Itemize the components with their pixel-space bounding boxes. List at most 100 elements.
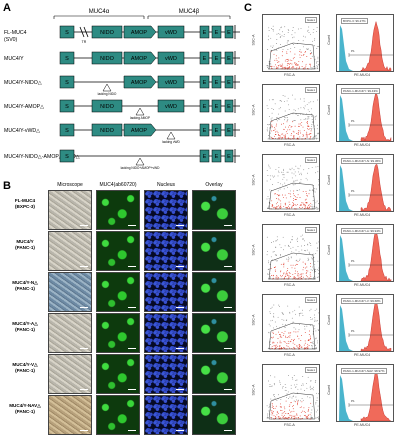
construct-0-e3-label: E bbox=[227, 30, 231, 36]
construct-4-name: MUC4/Y-vWD△ bbox=[4, 128, 40, 134]
gate-label: Gate1 bbox=[304, 17, 317, 23]
if-row-label-line2: (PANC-1) bbox=[15, 286, 35, 291]
construct-0-tr-label: TR bbox=[82, 40, 87, 44]
if-row-label: FL-MUC4 (BXPC-3) bbox=[4, 198, 46, 210]
muc4-beta-header: MUC4β bbox=[179, 9, 200, 15]
construct-1-e1-label: E bbox=[203, 56, 207, 62]
scatter-x-label: FSC-A bbox=[284, 423, 295, 427]
construct-5-deletion-note: lacking NIDO+AMOP+vWD bbox=[121, 166, 160, 170]
construct-3-deletion-note: lacking AMOP bbox=[130, 116, 150, 120]
construct-3-e1-box bbox=[199, 99, 210, 113]
construct-5-name: MUC4/Y-NIDO△-AMOP△-vWD△ bbox=[4, 154, 80, 160]
scatter-y-label: SSC-A bbox=[251, 384, 256, 396]
sample-histogram bbox=[360, 164, 392, 211]
scale-bar bbox=[80, 266, 88, 267]
histogram-x-label: PE-MUC4 bbox=[354, 353, 371, 357]
pe-muc4-histogram: PANC-1-MUC4/Y: 99.43% P1 bbox=[336, 84, 394, 142]
construct-2-amop-label: AMOP bbox=[131, 80, 148, 86]
construct-3-s-box bbox=[59, 99, 75, 113]
histogram-y-label: Count bbox=[326, 35, 331, 45]
if-row-label-line1: MUC4/Y-V△ bbox=[12, 362, 38, 367]
construct-2-vwd-box bbox=[157, 75, 185, 89]
construct-3-name: MUC4/Y-AMOP△ bbox=[4, 104, 44, 110]
scale-bar bbox=[80, 348, 88, 349]
if-row-label-line2: (PANC-1) bbox=[15, 327, 35, 332]
construct-3-vwd-box bbox=[157, 99, 185, 113]
construct-2-e3-label: E bbox=[227, 80, 231, 86]
construct-1-name: MUC4/Y bbox=[4, 56, 24, 62]
pe-muc4-histogram: PANC-1-MUC4/Y-NAV: 98.97% P1 bbox=[336, 364, 394, 422]
panel-c-letter: C bbox=[244, 2, 252, 14]
construct-1-e2-box bbox=[211, 51, 222, 65]
fsc-ssc-scatter-plot: Gate1 bbox=[262, 154, 320, 212]
construct-4-s-box bbox=[59, 123, 75, 137]
gate-label: Gate1 bbox=[304, 227, 317, 233]
scale-bar bbox=[224, 307, 232, 308]
construct-2-s-box bbox=[59, 75, 75, 89]
construct-0-amop-box bbox=[123, 25, 157, 39]
construct-1-amop-label: AMOP bbox=[131, 56, 148, 62]
panel-c-flow-cytometry: Gate1 FSC-A SSC-A BXPC-3: 96.27% P1 PE-MUC4 Co… bbox=[244, 2, 398, 434]
construct-5-e2-box bbox=[211, 149, 222, 163]
histogram-y-label: Count bbox=[326, 105, 331, 115]
gate-outline bbox=[268, 252, 316, 280]
muc4-fluorescence-image bbox=[96, 313, 140, 353]
control-histogram bbox=[339, 95, 353, 141]
histogram-y-label: Count bbox=[326, 175, 331, 185]
construct-4-nido-box bbox=[91, 123, 123, 137]
construct-0-amop-label: AMOP bbox=[131, 30, 148, 36]
scale-bar bbox=[224, 389, 232, 390]
if-row-label: MUC4/Y-N△ (PANC-1) bbox=[4, 280, 46, 292]
construct-2-e1-label: E bbox=[203, 80, 207, 86]
if-row-label-line1: MUC4/Y-A△ bbox=[12, 321, 38, 326]
construct-3-e3-label: E bbox=[227, 104, 231, 110]
construct-0-nido-box bbox=[91, 25, 123, 39]
positive-percentage-label: PANC-1-MUC4/Y-NAV: 98.97% bbox=[341, 368, 387, 374]
scatter-svg bbox=[267, 304, 319, 350]
histogram-x-label: PE-MUC4 bbox=[354, 143, 371, 147]
if-row-label-line1: MUC4/Y-NAV△ bbox=[9, 403, 41, 408]
histogram-y-label: Count bbox=[326, 245, 331, 255]
scale-bar bbox=[176, 389, 184, 390]
fsc-ssc-scatter-plot: Gate1 bbox=[262, 224, 320, 282]
marker-label: P1 bbox=[351, 399, 355, 403]
construct-0-nido-label: NIDO bbox=[100, 30, 114, 36]
scale-bar bbox=[176, 225, 184, 226]
construct-4-amop-label: AMOP bbox=[131, 128, 148, 134]
construct-5-deletion-marker bbox=[135, 157, 145, 166]
gate-label: Gate1 bbox=[304, 297, 317, 303]
construct-4-e3-label: E bbox=[227, 128, 231, 134]
if-row-label: MUC4/Y-A△ (PANC-1) bbox=[4, 321, 46, 333]
gate-outline bbox=[268, 392, 316, 420]
muc4-fluorescence-image bbox=[96, 272, 140, 312]
histogram-y-label: Count bbox=[326, 315, 331, 325]
pe-muc4-histogram: PANC-1-MUC4/Y-V: 99.68% P1 bbox=[336, 294, 394, 352]
scatter-x-label: FSC-A bbox=[284, 213, 295, 217]
if-row-label-line2: (PANC-1) bbox=[15, 409, 35, 414]
nucleus-image bbox=[144, 354, 188, 394]
construct-1-nido-label: NIDO bbox=[100, 56, 114, 62]
construct-4-amop-box bbox=[123, 123, 157, 137]
construct-5-e3-box bbox=[224, 149, 234, 163]
if-row-label-line1: MUC4/Y bbox=[16, 239, 34, 244]
construct-1-s-box bbox=[59, 51, 75, 65]
flow-row-0: Gate1 FSC-A SSC-A BXPC-3: 96.27% P1 PE-MUC4 Co… bbox=[251, 14, 398, 80]
construct-2-e2-box bbox=[211, 75, 222, 89]
construct-3-vwd-label: vWD bbox=[165, 104, 177, 110]
scatter-y-label: SSC-A bbox=[251, 34, 256, 46]
construct-4-e3-box bbox=[224, 123, 234, 137]
fsc-ssc-scatter-plot: Gate1 bbox=[262, 84, 320, 142]
scale-bar bbox=[176, 266, 184, 267]
if-row-label: MUC4/Y-NAV△ (PANC-1) bbox=[4, 403, 46, 415]
gate-outline bbox=[268, 182, 316, 210]
construct-0-s-box bbox=[59, 25, 75, 39]
control-histogram bbox=[339, 305, 353, 351]
construct-4-deletion-note: lacking vWD bbox=[162, 140, 180, 144]
construct-5-e1-box bbox=[199, 149, 210, 163]
fsc-ssc-scatter-plot: Gate1 bbox=[262, 14, 320, 72]
construct-5-s-label: S bbox=[65, 154, 69, 160]
panel-b-immunofluorescence: Microscope MUC4(ab60720) Nucleus Overlay… bbox=[4, 180, 240, 435]
construct-3-deletion-marker bbox=[135, 107, 145, 116]
scatter-svg bbox=[266, 375, 319, 420]
positive-percentage-label: PANC-1-MUC4/Y: 99.43% bbox=[341, 88, 380, 94]
